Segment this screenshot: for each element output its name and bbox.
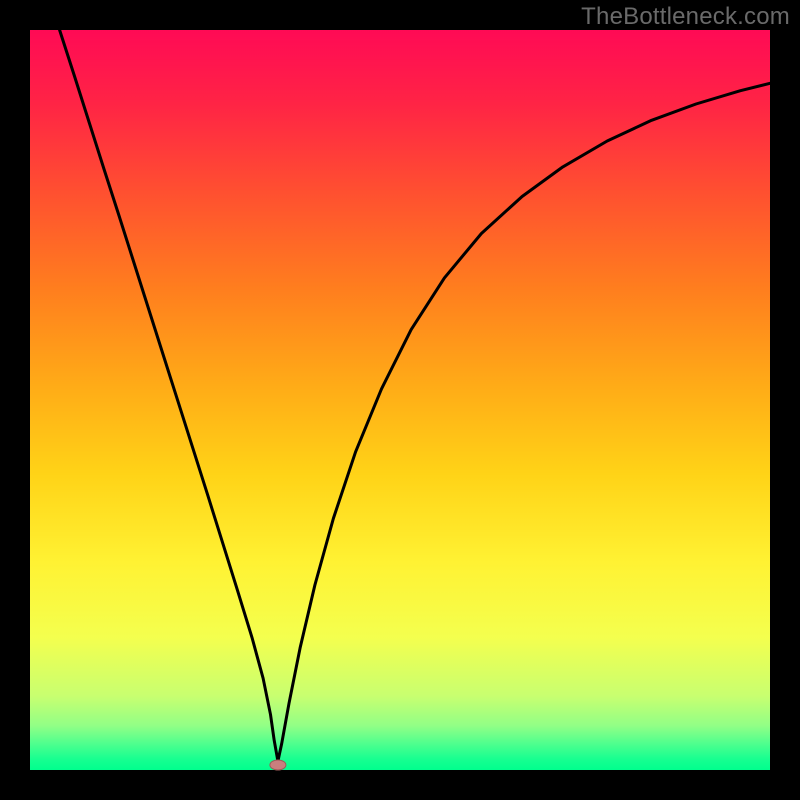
plot-gradient-area: [30, 30, 770, 770]
dip-marker: [270, 760, 286, 770]
figure-root: TheBottleneck.com: [0, 0, 800, 800]
chart-svg: [0, 0, 800, 800]
watermark-text: TheBottleneck.com: [581, 3, 790, 31]
